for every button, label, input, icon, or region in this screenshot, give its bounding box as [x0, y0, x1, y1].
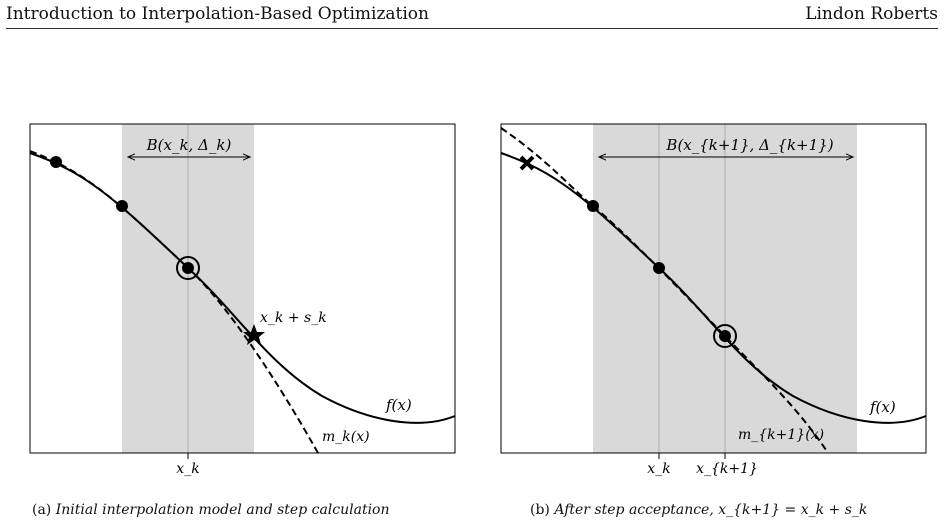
caption-a-text: Initial interpolation model and step cal… [55, 502, 390, 518]
caption-b-text: After step acceptance, x_{k+1} = x_k + s… [554, 502, 868, 518]
f-curve-b [500, 152, 927, 424]
f-curve-a [29, 152, 456, 424]
model-curve-b [500, 127, 829, 454]
page-header: Introduction to Interpolation-Based Opti… [0, 0, 948, 30]
current-iterate-b [719, 330, 731, 342]
current-iterate-a [182, 262, 194, 274]
ball-label-b: B(x_{k+1}, Δ_{k+1}) [665, 136, 833, 154]
model-label-a: m_k(x) [322, 429, 370, 445]
interp-point-a1 [50, 156, 62, 168]
caption-b-letter: (b) [530, 502, 550, 518]
header-rule [6, 28, 938, 29]
tick-label-xk-b: x_k [647, 461, 670, 477]
panel-a: x_k B(x_k, Δ_k) x_k + s_k f(x) m_k(x) [29, 123, 456, 477]
trial-step-star [243, 324, 265, 345]
frame-b [500, 123, 927, 454]
caption-a-letter: (a) [32, 502, 52, 518]
running-title: Introduction to Interpolation-Based Opti… [6, 4, 429, 24]
step-label: x_k + s_k [260, 310, 327, 326]
current-iterate-ring-a [176, 256, 200, 280]
model-label-b: m_{k+1}(x) [738, 427, 824, 443]
discarded-point-cross [519, 155, 535, 171]
f-label-b: f(x) [869, 398, 896, 416]
tick-label-xk-a: x_k [176, 461, 199, 477]
ball-label-a: B(x_k, Δ_k) [146, 136, 232, 154]
interp-point-b2 [653, 262, 665, 274]
caption-a: (a) Initial interpolation model and step… [32, 502, 390, 518]
current-iterate-ring-b [713, 324, 737, 348]
f-label-a: f(x) [385, 396, 412, 414]
interp-point-b1 [587, 200, 599, 212]
caption-b: (b) After step acceptance, x_{k+1} = x_k… [530, 502, 867, 518]
tick-label-xk1-b: x_{k+1} [696, 461, 758, 477]
panel-b: x_k x_{k+1} B(x_{k+1}, Δ_{k+1}) f(x) m_{… [500, 123, 927, 477]
running-author: Lindon Roberts [805, 4, 938, 24]
frame-a [29, 123, 456, 454]
interp-point-a2 [116, 200, 128, 212]
